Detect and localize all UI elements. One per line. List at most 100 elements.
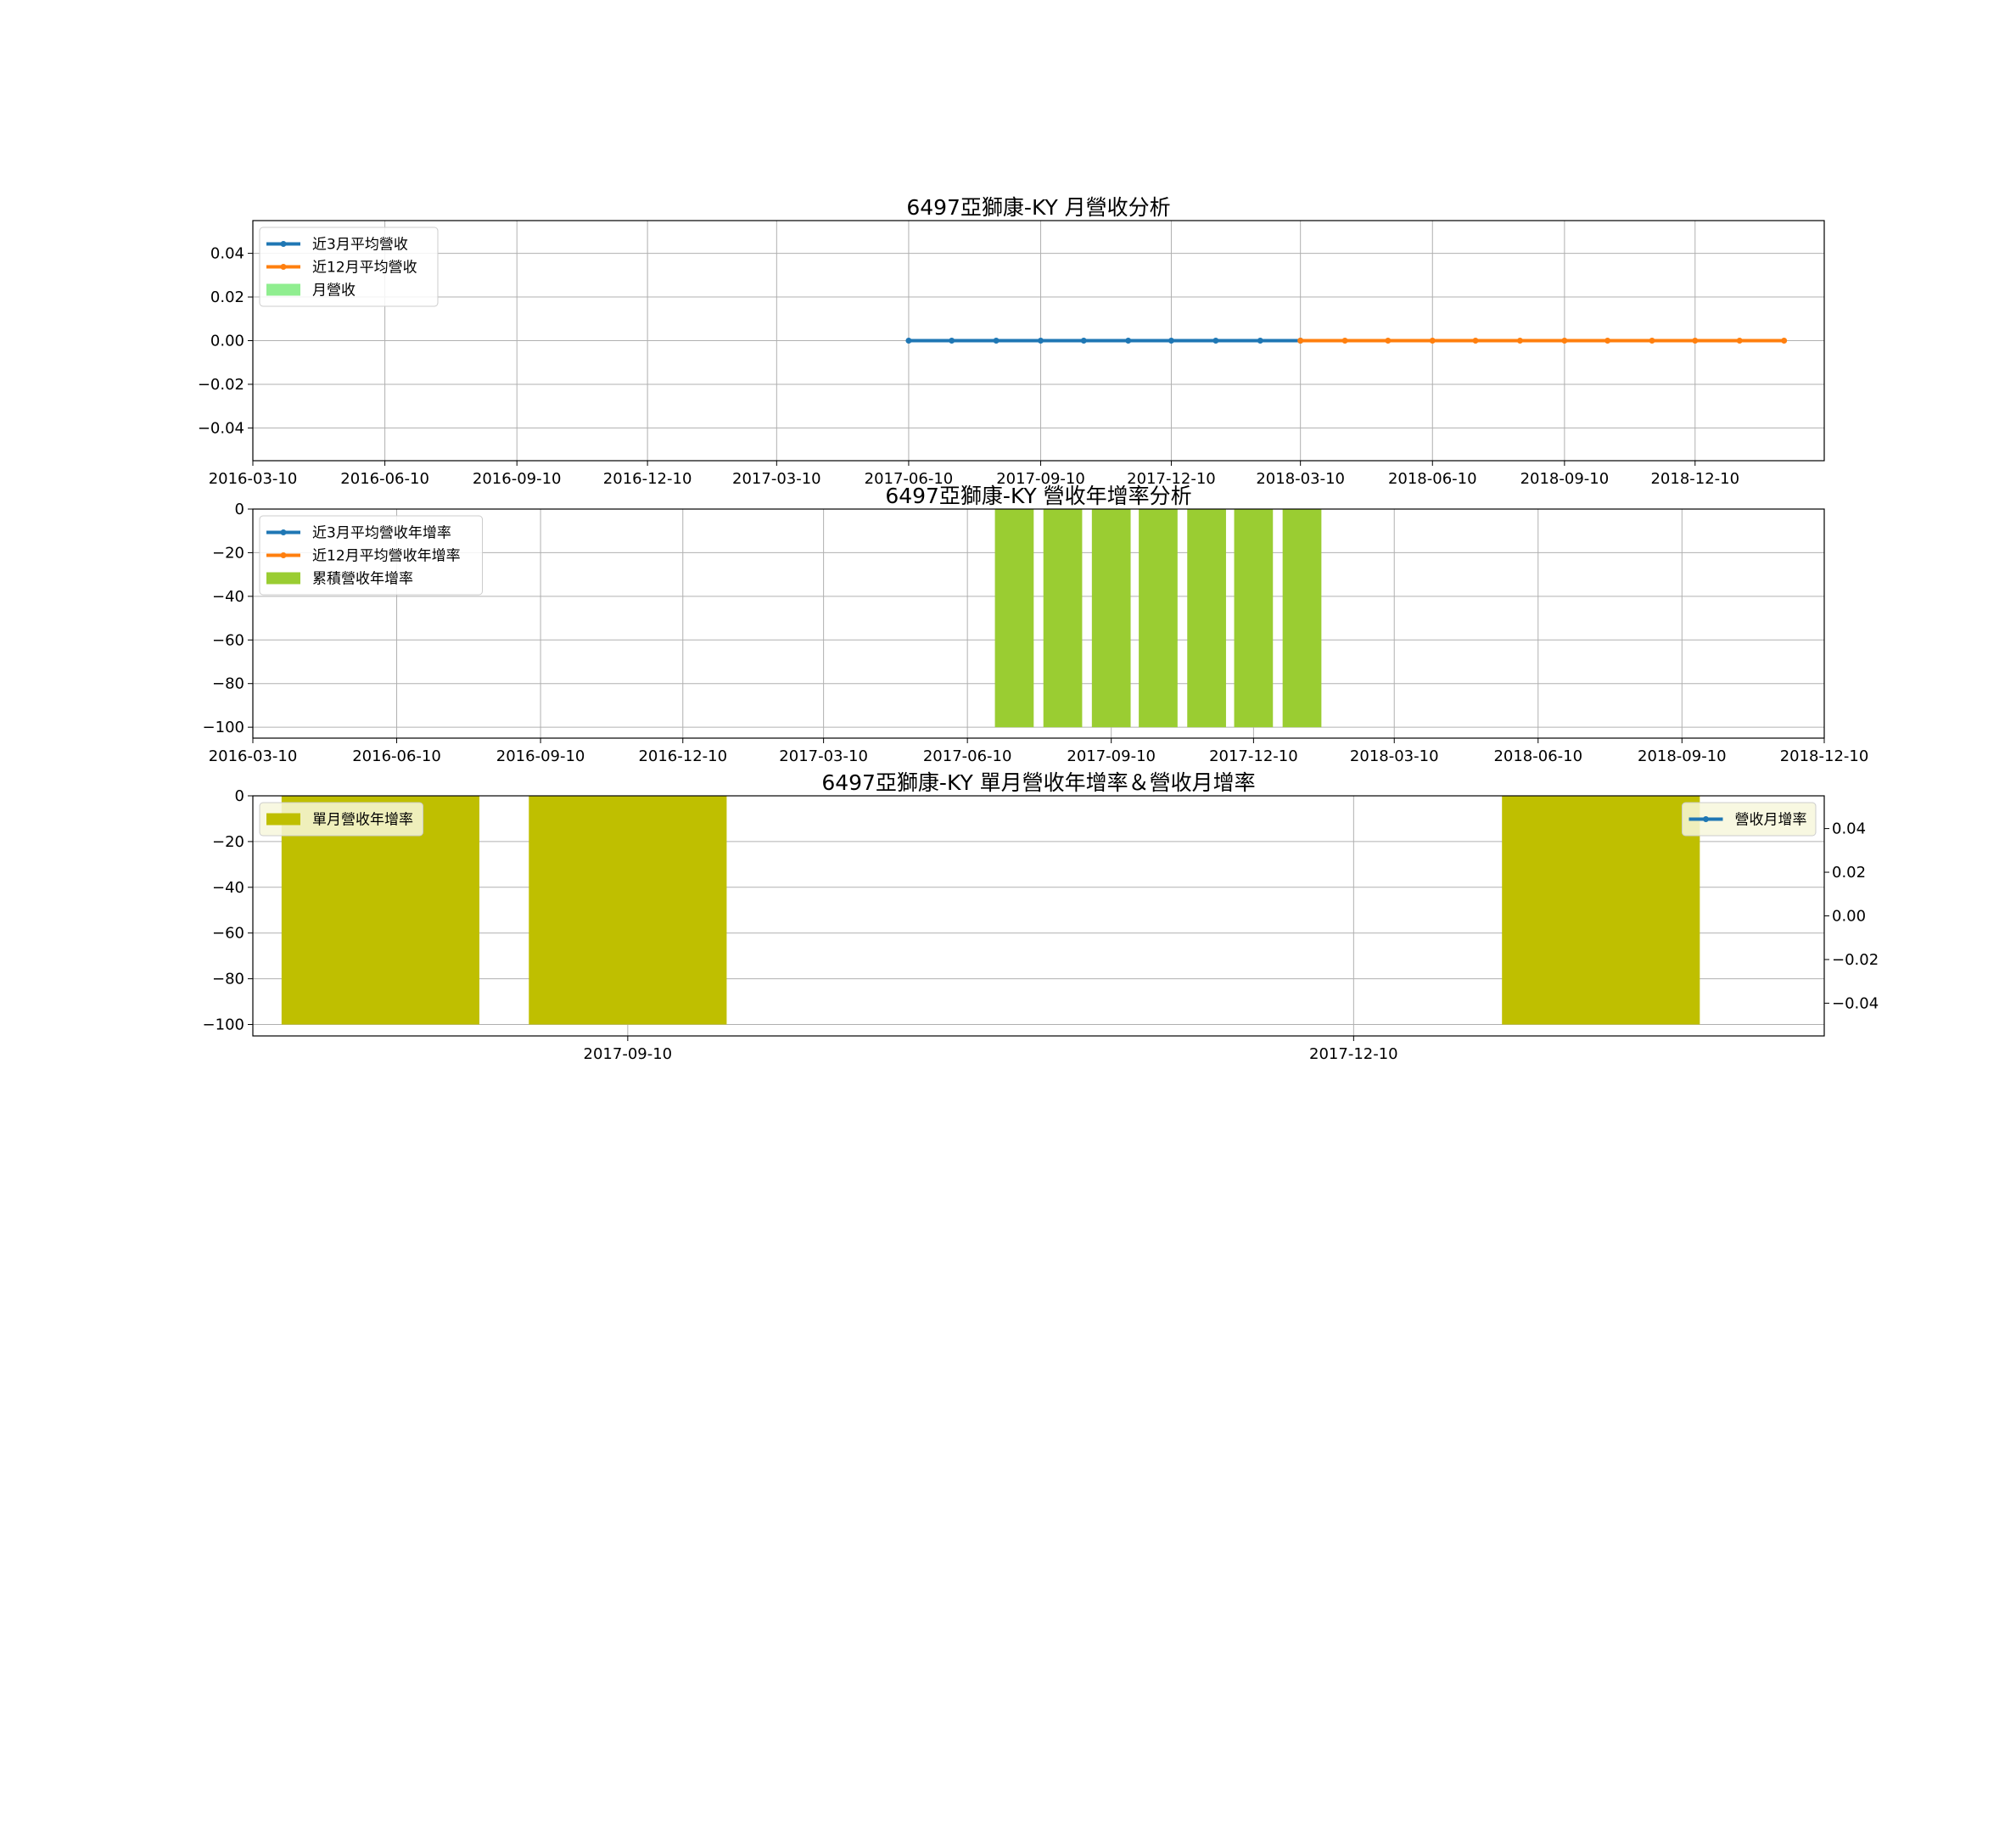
x-tick-label: 2017-03-10 bbox=[779, 747, 868, 765]
legend-label: 營收月增率 bbox=[1735, 812, 1807, 829]
x-tick-label: 2017-03-10 bbox=[732, 470, 821, 488]
y-tick-label: −60 bbox=[212, 631, 244, 649]
legend-marker bbox=[280, 529, 287, 535]
y-tick-label: −0.04 bbox=[198, 419, 244, 437]
y2-tick-label: −0.04 bbox=[1832, 994, 1879, 1012]
legend-label: 近3月平均營收 bbox=[312, 237, 408, 254]
bar bbox=[1139, 509, 1178, 728]
chart-title: 6497亞獅康-KY 營收年增率分析 bbox=[885, 484, 1191, 508]
data-point bbox=[1604, 338, 1611, 344]
data-point bbox=[1257, 338, 1263, 344]
y-tick-label: −80 bbox=[212, 675, 244, 693]
x-tick-label: 2016-09-10 bbox=[496, 747, 585, 765]
data-point bbox=[1080, 338, 1087, 344]
x-tick-label: 2017-09-10 bbox=[584, 1045, 673, 1063]
x-tick-label: 2018-06-10 bbox=[1493, 747, 1582, 765]
x-tick-label: 2016-03-10 bbox=[209, 470, 298, 488]
data-point bbox=[905, 338, 912, 344]
x-tick-label: 2018-12-10 bbox=[1650, 470, 1739, 488]
x-tick-label: 2016-12-10 bbox=[638, 747, 727, 765]
legend-label: 近12月平均營收年增率 bbox=[312, 548, 461, 565]
x-tick-label: 2018-09-10 bbox=[1520, 470, 1610, 488]
legend-label: 月營收 bbox=[312, 283, 356, 299]
legend-marker bbox=[280, 264, 287, 270]
y-tick-label: 0.00 bbox=[210, 333, 244, 350]
x-tick-label: 2017-06-10 bbox=[923, 747, 1012, 765]
chart-title: 6497亞獅康-KY 月營收分析 bbox=[906, 195, 1170, 220]
y-tick-label: 0 bbox=[235, 501, 244, 518]
x-tick-label: 2018-03-10 bbox=[1350, 747, 1439, 765]
legend-marker bbox=[280, 552, 287, 558]
legend-label: 近12月平均營收 bbox=[312, 260, 417, 277]
y-tick-label: 0 bbox=[235, 787, 244, 805]
data-point bbox=[1212, 338, 1219, 344]
legend-marker bbox=[1703, 816, 1709, 822]
data-point bbox=[1341, 338, 1348, 344]
y2-tick-label: 0.04 bbox=[1832, 820, 1866, 838]
data-point bbox=[1385, 338, 1392, 344]
y-tick-label: −40 bbox=[212, 588, 244, 606]
x-tick-label: 2017-12-10 bbox=[1127, 470, 1216, 488]
data-point bbox=[1125, 338, 1132, 344]
y2-tick-label: 0.00 bbox=[1832, 908, 1866, 926]
y-tick-label: −20 bbox=[212, 833, 244, 851]
subplot-2: 2016-03-10 2016-06-10 2016-09-10 2016-12-10… bbox=[203, 484, 1869, 765]
x-tick-label: 2018-09-10 bbox=[1638, 747, 1727, 765]
y2-tick-label: −0.02 bbox=[1832, 951, 1879, 969]
legend: 營收月增率 bbox=[1682, 802, 1817, 837]
legend: 單月營收年增率 bbox=[259, 802, 423, 837]
legend-box bbox=[259, 802, 423, 837]
data-point bbox=[949, 338, 955, 344]
y-tick-label: −60 bbox=[212, 925, 244, 943]
legend-bar-swatch bbox=[266, 813, 300, 826]
y-tick-label: −40 bbox=[212, 879, 244, 897]
y-tick-label: 0.04 bbox=[210, 245, 244, 263]
legend-box bbox=[1682, 802, 1817, 837]
x-tick-label: 2017-12-10 bbox=[1309, 1045, 1398, 1063]
subplot-1: 2016-03-10 2016-06-10 2016-09-10 2016-12-10… bbox=[198, 195, 1825, 488]
data-point bbox=[1429, 338, 1436, 344]
plot-frame bbox=[252, 508, 1825, 739]
x-tick-label: 2017-12-10 bbox=[1209, 747, 1298, 765]
data-point bbox=[1561, 338, 1568, 344]
x-tick-label: 2018-06-10 bbox=[1388, 470, 1477, 488]
data-point bbox=[1168, 338, 1174, 344]
bar bbox=[529, 796, 727, 1025]
y-tick-label: −100 bbox=[203, 719, 244, 736]
x-tick-label: 2017-09-10 bbox=[996, 470, 1085, 488]
legend-label: 單月營收年增率 bbox=[312, 812, 413, 829]
x-tick-label: 2016-12-10 bbox=[603, 470, 692, 488]
bar bbox=[1282, 509, 1322, 728]
y-tick-label: 0.02 bbox=[210, 288, 244, 306]
data-point bbox=[1692, 338, 1699, 344]
legend-bar-swatch bbox=[266, 572, 300, 585]
x-tick-label: 2017-06-10 bbox=[865, 470, 954, 488]
data-point bbox=[1649, 338, 1655, 344]
data-point bbox=[1472, 338, 1479, 344]
legend-bar-swatch bbox=[266, 283, 300, 296]
x-tick-label: 2016-06-10 bbox=[352, 747, 441, 765]
y2-tick-label: 0.02 bbox=[1832, 864, 1866, 882]
legend-box bbox=[259, 227, 439, 307]
subplot-3: 2017-09-10 2017-12-10 −100 −80 −60 −40 −20 0 −0.… bbox=[203, 770, 1879, 1063]
x-tick-label: 2016-06-10 bbox=[340, 470, 429, 488]
y-tick-label: −0.02 bbox=[198, 376, 244, 394]
y-tick-label: −100 bbox=[203, 1016, 244, 1034]
bar bbox=[1502, 796, 1700, 1025]
legend-marker bbox=[280, 241, 287, 247]
data-point bbox=[993, 338, 1000, 344]
bar bbox=[1187, 509, 1226, 728]
x-tick-label: 2017-09-10 bbox=[1067, 747, 1156, 765]
legend-label: 累積營收年增率 bbox=[312, 571, 413, 588]
data-point bbox=[1297, 338, 1304, 344]
y-tick-label: −80 bbox=[212, 971, 244, 988]
x-tick-label: 2018-03-10 bbox=[1256, 470, 1345, 488]
chart-title: 6497亞獅康-KY 單月營收年增率＆營收月增率 bbox=[821, 770, 1255, 795]
x-tick-label: 2016-09-10 bbox=[473, 470, 562, 488]
data-point bbox=[1781, 338, 1788, 344]
y-tick-label: −20 bbox=[212, 544, 244, 562]
